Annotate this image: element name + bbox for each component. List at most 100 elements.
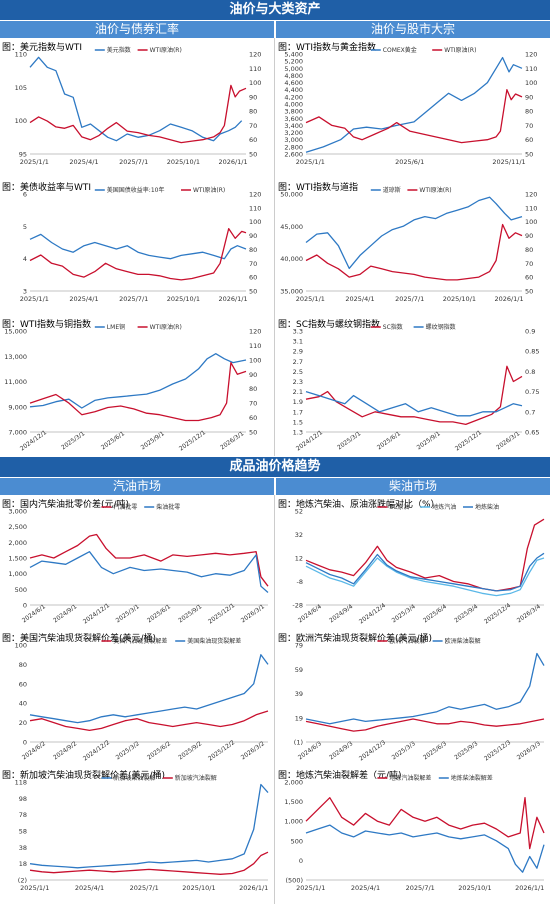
legend-label: WTI原油(R) xyxy=(444,46,476,54)
y-tick-label: 0 xyxy=(23,739,27,747)
x-tick-label: 2025/7/1 xyxy=(119,158,148,166)
y-tick-label: 3,800 xyxy=(284,108,303,116)
x-tick-label: 2025/10/1 xyxy=(182,884,215,892)
series-line-blue xyxy=(305,824,545,873)
series-line-red xyxy=(305,365,523,426)
y-tick-label: 0 xyxy=(299,857,303,865)
y2-tick-label: 120 xyxy=(249,51,261,59)
y-tick-label: 2,000 xyxy=(284,779,303,787)
y-tick-label: 4,200 xyxy=(284,93,303,101)
series-line-blue xyxy=(305,552,545,592)
chart-svg: (500) 0 500 1,000 1,500 2,000 2025/1/1 2025/4/1… xyxy=(284,774,545,892)
y2-tick-label: 90 xyxy=(525,93,533,101)
chart-panel-c3: 图：美债收益率与WTI 3 4 5 6 50 60 70 80 90 100 110 120 2025/1… xyxy=(0,178,273,315)
legend-label: COMEX黄金 xyxy=(383,46,417,54)
y2-tick-label: 90 xyxy=(249,93,257,101)
y-tick-label: -28 xyxy=(292,602,303,610)
y2-tick-label: 120 xyxy=(525,51,537,59)
y-tick-label: 18 xyxy=(19,860,27,868)
y2-tick-label: 90 xyxy=(249,232,257,240)
x-tick-label: 2024/9/1 xyxy=(52,603,78,624)
x-tick-label: 2026/3/1 xyxy=(495,430,521,451)
y-tick-label: 1,500 xyxy=(284,798,303,806)
chart-title: 图：美元指数与WTI xyxy=(2,43,83,53)
series-line-red xyxy=(29,84,247,144)
x-tick-label: 2025/1/1 xyxy=(20,295,49,303)
y-tick-label: 45,000 xyxy=(280,223,303,231)
y-tick-label: 2.3 xyxy=(293,378,303,386)
chart-panel-c7: 图：国内汽柴油批零价差(元/吨) 0 500 1,000 1,500 2,000 2,500… xyxy=(0,495,273,629)
x-tick-label: 2025/10/1 xyxy=(443,295,476,303)
x-tick-label: 2025/6/2 xyxy=(146,740,172,761)
y-tick-label: 78 xyxy=(19,811,27,819)
y2-tick-label: 120 xyxy=(249,191,261,199)
chart-title: 图：美国汽柴油现货裂解价差(美元/桶) xyxy=(2,634,157,644)
y2-tick-label: 70 xyxy=(525,260,533,268)
y-tick-label: 3,000 xyxy=(284,136,303,144)
x-tick-label: 2025/1/1 xyxy=(296,295,325,303)
y-tick-label: 0 xyxy=(23,602,27,610)
x-tick-label: 2024/9/2 xyxy=(52,740,78,761)
x-tick-label: 2025/6/1 xyxy=(395,158,424,166)
y-tick-label: 2,500 xyxy=(8,523,27,531)
y-tick-label: 3 xyxy=(23,288,27,296)
section-banner-assets: 油价与大类资产 xyxy=(0,0,550,20)
y2-tick-label: 80 xyxy=(249,246,257,254)
series-line-blue xyxy=(305,390,523,417)
x-tick-label: 2025/12/1 xyxy=(178,429,207,452)
y2-tick-label: 0.9 xyxy=(525,328,535,336)
y2-tick-label: 100 xyxy=(249,218,261,226)
y-tick-label: 5 xyxy=(23,223,27,231)
y2-tick-label: 100 xyxy=(525,79,537,87)
y-tick-label: 5,200 xyxy=(284,58,303,66)
x-tick-label: 2025/7/1 xyxy=(406,884,435,892)
y-tick-label: 1.7 xyxy=(293,408,303,416)
legend-label: WTI原油(R) xyxy=(150,323,182,331)
series-line-red xyxy=(305,797,545,850)
y-tick-label: 2.7 xyxy=(293,358,303,366)
chart-svg: 3 4 5 6 50 60 70 80 90 100 110 120 2025/1/1 2025/4/1 2… xyxy=(20,186,262,303)
chart-title: 图：国内汽柴油批零价差(元/吨) xyxy=(2,500,130,510)
chart-title: 图：SC指数与螺纹钢指数 xyxy=(278,320,380,330)
y-tick-label: 59 xyxy=(295,666,303,674)
x-tick-label: 2025/12/4 xyxy=(483,602,512,625)
y-tick-label: 100 xyxy=(15,642,27,650)
subheader-stock-commodity: 油价与股市大宗 xyxy=(276,21,550,38)
chart-svg: 95 100 105 110 50 60 70 80 90 100 110 120 2025/1/1 20… xyxy=(15,46,262,166)
legend-label: 柴油批零 xyxy=(156,503,180,511)
y-tick-label: 3,400 xyxy=(284,122,303,130)
y-tick-label: 7,000 xyxy=(8,429,27,437)
y-tick-label: 110 xyxy=(15,51,27,59)
x-tick-label: 2025/1/1 xyxy=(296,884,325,892)
y-tick-label: 500 xyxy=(15,586,27,594)
y-tick-label: (500) xyxy=(286,877,303,885)
legend-label: 螺纹钢指数 xyxy=(426,323,456,331)
y2-tick-label: 70 xyxy=(525,122,533,130)
x-tick-label: 2025/6/3 xyxy=(422,740,448,761)
x-tick-label: 2025/1/1 xyxy=(296,158,325,166)
y2-tick-label: 50 xyxy=(249,429,257,437)
y-tick-label: 1,500 xyxy=(8,555,27,563)
series-line-blue xyxy=(305,196,523,270)
y-tick-label: -8 xyxy=(297,578,303,586)
y2-tick-label: 70 xyxy=(249,260,257,268)
y-tick-label: 4 xyxy=(23,255,27,263)
x-tick-label: 2025/12/1 xyxy=(454,429,483,452)
y2-tick-label: 80 xyxy=(249,108,257,116)
y-tick-label: 105 xyxy=(15,84,27,92)
y-tick-label: 80 xyxy=(19,661,27,669)
y2-tick-label: 60 xyxy=(525,136,533,144)
chart-title: 图：WTI指数与铜指数 xyxy=(2,320,92,330)
y-tick-label: 5,400 xyxy=(284,51,303,59)
legend-label: 欧洲柴油裂解 xyxy=(445,637,481,645)
subheader-gasoline: 汽油市场 xyxy=(0,478,274,495)
y-tick-label: 3,200 xyxy=(284,129,303,137)
chart-svg: 1.3 1.5 1.7 1.9 2.1 2.3 2.5 2.7 2.9 3.1 3.3 0.65 0.7… xyxy=(293,323,540,452)
legend-label: 欧洲汽油裂解 xyxy=(389,637,425,645)
y-tick-label: 9,000 xyxy=(8,403,27,411)
series-line-red xyxy=(305,518,545,592)
x-tick-label: 2025/3/1 xyxy=(115,603,141,624)
x-tick-label: 2025/6/1 xyxy=(100,430,126,451)
chart-panel-c9: 图：美国汽柴油现货裂解价差(美元/桶) 0 20 40 60 80 100 2024/6/2 2… xyxy=(0,629,273,766)
